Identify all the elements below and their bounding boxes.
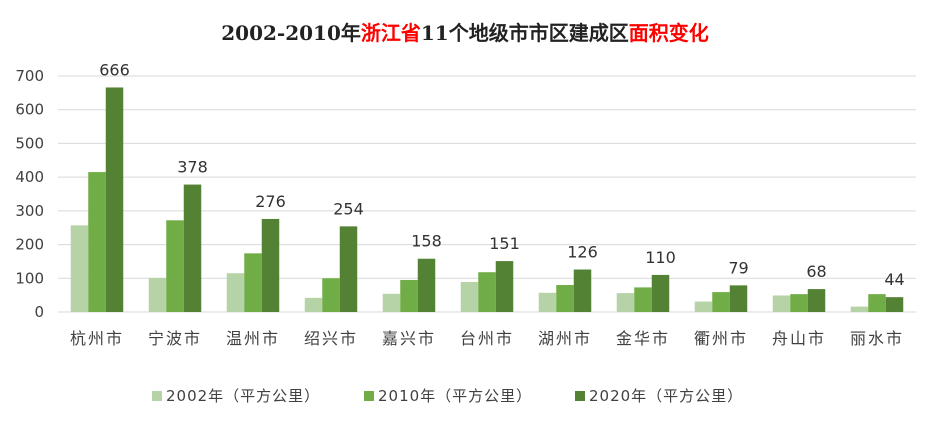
bar <box>382 293 401 312</box>
bar <box>729 285 748 312</box>
legend-swatch <box>364 391 374 401</box>
data-label: 110 <box>645 248 676 267</box>
data-label: 126 <box>567 243 598 262</box>
y-tick-label: 600 <box>15 101 44 119</box>
data-label: 151 <box>489 234 520 253</box>
data-label: 158 <box>411 232 442 251</box>
bar <box>807 289 826 312</box>
bar <box>850 306 869 312</box>
y-tick-label: 200 <box>15 236 44 254</box>
bar <box>790 294 808 312</box>
chart-title-part: 2002-2010年 <box>221 21 361 45</box>
category-label: 温州市 <box>226 329 280 348</box>
bar <box>868 294 886 312</box>
y-tick-label: 500 <box>15 134 44 152</box>
category-label: 宁波市 <box>148 329 202 348</box>
bar <box>261 218 280 312</box>
bar <box>400 279 418 312</box>
category-label: 台州市 <box>460 329 514 348</box>
data-label: 276 <box>255 192 286 211</box>
category-label: 绍兴市 <box>304 329 358 348</box>
bar <box>105 87 124 312</box>
data-label: 666 <box>99 60 130 79</box>
bar <box>417 258 436 312</box>
legend-label: 2002年（平方公里） <box>166 387 320 405</box>
category-label: 金华市 <box>616 329 670 348</box>
bar <box>538 292 557 312</box>
bar <box>226 273 245 312</box>
bar <box>322 278 340 312</box>
y-tick-label: 0 <box>34 303 44 321</box>
data-label: 79 <box>728 258 748 277</box>
legend-label: 2020年（平方公里） <box>589 387 743 405</box>
bar <box>183 184 202 312</box>
bar <box>244 253 262 312</box>
bar <box>556 285 574 312</box>
bar <box>166 220 184 312</box>
bar <box>304 297 323 312</box>
category-label: 嘉兴市 <box>382 329 436 348</box>
bar <box>694 301 713 312</box>
data-label: 44 <box>884 270 904 289</box>
bar <box>478 272 496 312</box>
bar <box>88 172 106 312</box>
bar <box>70 225 89 312</box>
chart-title: 2002-2010年浙江省11个地级市市区建成区面积变化 <box>221 21 708 45</box>
data-label: 254 <box>333 199 364 218</box>
legend-label: 2010年（平方公里） <box>378 387 532 405</box>
bar <box>573 269 592 312</box>
bar <box>460 281 479 312</box>
chart-title-part: 面积变化 <box>629 21 709 45</box>
y-tick-label: 300 <box>15 202 44 220</box>
category-label: 舟山市 <box>772 329 826 348</box>
legend-swatch <box>152 391 162 401</box>
bar <box>712 292 730 312</box>
bar <box>148 277 167 312</box>
data-label: 378 <box>177 158 208 177</box>
category-label: 杭州市 <box>70 329 124 348</box>
bar <box>616 293 635 312</box>
category-label: 丽水市 <box>850 329 904 348</box>
y-tick-label: 400 <box>15 168 44 186</box>
y-tick-label: 100 <box>15 269 44 287</box>
bar <box>495 261 514 312</box>
category-label: 衢州市 <box>694 329 748 348</box>
bar <box>651 274 670 312</box>
bar <box>339 226 358 312</box>
bar <box>634 287 652 312</box>
chart-title-part: 浙江省 <box>361 21 421 45</box>
data-label: 68 <box>806 262 826 281</box>
chart-title-part: 11个地级市市区建成区 <box>421 21 629 45</box>
bar <box>885 297 904 312</box>
bar <box>772 295 791 312</box>
y-tick-label: 700 <box>15 67 44 85</box>
category-label: 湖州市 <box>538 329 592 348</box>
legend-swatch <box>575 391 585 401</box>
